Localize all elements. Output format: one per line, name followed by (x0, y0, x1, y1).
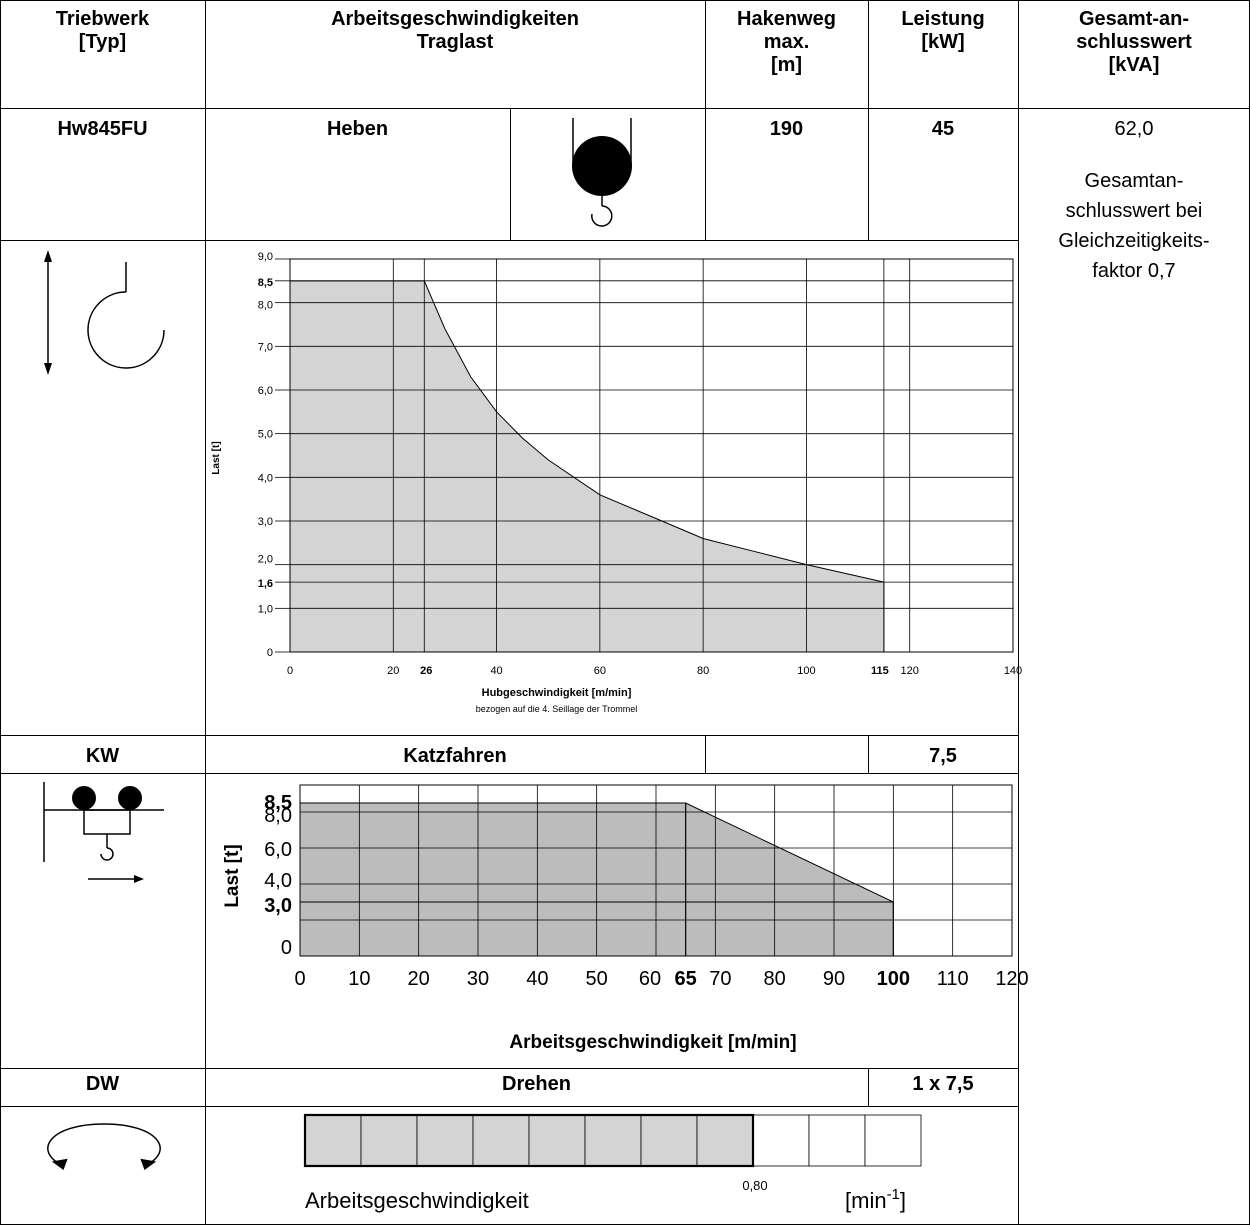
kw-leistung: 7,5 (929, 745, 957, 767)
header-triebwerk: Triebwerk [Typ] (55, 8, 150, 53)
x-tick-label: 50 (586, 968, 608, 990)
load-area (290, 280, 884, 652)
y-tick-label: 1,0 (258, 603, 273, 615)
hw-type: Hw845FU (57, 118, 148, 140)
hoist-pulley-icon (572, 118, 632, 227)
x-tick-label: 140 (1004, 665, 1022, 677)
speed-unit-label: [min-1] (845, 1186, 906, 1213)
rotation-icon (47, 1123, 161, 1171)
y-tick-label: 6,0 (264, 839, 292, 861)
y-tick-label: 4,0 (258, 472, 273, 484)
x-tick-label: 120 (995, 968, 1028, 990)
x-tick-label: 65 (675, 968, 697, 990)
y-tick-label: 8,0 (264, 805, 292, 827)
y-tick-label: 8,0 (258, 300, 273, 312)
x-tick-label: 90 (823, 968, 845, 990)
dw-leistung: 1 x 7,5 (912, 1073, 974, 1095)
speed-segment (808, 1114, 866, 1167)
y-tick-label: 0 (267, 647, 273, 659)
x-axis-title: Hubgeschwindigkeit [m/min] (482, 687, 632, 699)
speed-segment (584, 1114, 642, 1167)
y-tick-label: 3,0 (258, 516, 273, 528)
header-hakenweg: Hakenweg max. [m] (737, 8, 836, 76)
trolley-icon (43, 782, 164, 883)
x-tick-label: 20 (387, 665, 399, 677)
speed-segment (696, 1114, 754, 1167)
hook-lift-icon (44, 250, 165, 375)
x-tick-label: 30 (467, 968, 489, 990)
x-tick-label: 60 (594, 665, 606, 677)
hw-gesamt-note: Gesamtan-schlusswert bei Gleichzeitigkeit… (1058, 170, 1210, 282)
y-tick-label: 1,6 (258, 578, 273, 590)
hw-hakenweg: 190 (769, 118, 804, 140)
x-tick-label: 80 (764, 968, 786, 990)
speed-segment (864, 1114, 922, 1167)
trolley-load-chart: 0 10 20 30 40 50 60 65 70 80 90 100 110 120 0 3,0 4,0 6,0… (222, 784, 1029, 1053)
header-arbeitsgeschwindigkeiten: Arbeitsgeschwindigkeiten Traglast (331, 8, 579, 53)
x-tick-label: 100 (877, 968, 910, 990)
x-tick-label: 0 (287, 665, 293, 677)
hw-leistung: 45 (931, 118, 955, 140)
speed-segment (304, 1114, 362, 1167)
y-tick-label: 3,0 (264, 895, 292, 917)
speed-axis-label: Arbeitsgeschwindigkeit (305, 1188, 529, 1213)
speed-segment (360, 1114, 418, 1167)
y-tick-label: 2,0 (258, 554, 273, 566)
y-tick-label: 8,5 (258, 277, 273, 289)
speed-segment (528, 1114, 586, 1167)
x-tick-label: 60 (639, 968, 661, 990)
y-tick-label: 0 (281, 937, 292, 959)
y-tick-label: 4,0 (264, 870, 292, 892)
header-leistung: Leistung [kW] (901, 8, 985, 53)
dw-type: DW (85, 1073, 120, 1095)
plot-frame (299, 784, 1013, 957)
plot-frame (289, 258, 1014, 653)
x-tick-label: 10 (348, 968, 370, 990)
x-tick-label: 0 (294, 968, 305, 990)
speed-value-label: 0,80 (742, 1178, 767, 1193)
y-tick-label: 8,5 (264, 792, 292, 814)
x-tick-label: 70 (709, 968, 731, 990)
hoist-load-chart: 0 20 26 40 60 80 100 115 120 140 0 1,0 1,6 2,0 3,0 4,0 5… (211, 251, 1022, 714)
dw-label: Drehen (502, 1073, 571, 1095)
hw-gesamt-value: 62,0 (1114, 118, 1154, 140)
y-tick-label: 5,0 (258, 429, 273, 441)
x-axis-subtitle: bezogen auf die 4. Seillage der Trommel (476, 704, 638, 714)
x-tick-label: 20 (408, 968, 430, 990)
x-tick-label: 26 (420, 665, 432, 677)
y-axis-title: Last [t] (211, 441, 222, 474)
y-tick-label: 9,0 (258, 251, 273, 263)
x-tick-label: 100 (797, 665, 815, 677)
x-tick-label: 40 (526, 968, 548, 990)
x-axis-title: Arbeitsgeschwindigkeit [m/min] (509, 1032, 796, 1053)
speed-segment (416, 1114, 474, 1167)
y-tick-label: 6,0 (258, 385, 273, 397)
x-tick-label: 120 (901, 665, 919, 677)
y-tick-label: 7,0 (258, 341, 273, 353)
x-tick-label: 80 (697, 665, 709, 677)
x-tick-label: 115 (871, 665, 889, 677)
kw-type: KW (85, 745, 120, 767)
speed-segment (752, 1114, 810, 1167)
kw-label: Katzfahren (403, 745, 507, 767)
y-axis-title: Last [t] (222, 844, 243, 907)
rotation-speed-bar: Arbeitsgeschwindigkeit 0,80 [min-1] (303, 1113, 922, 1213)
x-tick-label: 40 (490, 665, 502, 677)
speed-value-bar (303, 1113, 755, 1168)
header-gesamtanschlusswert: Gesamt-an-schlusswert [kVA] (1076, 8, 1192, 76)
speed-segment (640, 1114, 698, 1167)
x-tick-label: 110 (937, 968, 969, 990)
speed-segment (472, 1114, 530, 1167)
hw-label: Heben (326, 118, 389, 140)
